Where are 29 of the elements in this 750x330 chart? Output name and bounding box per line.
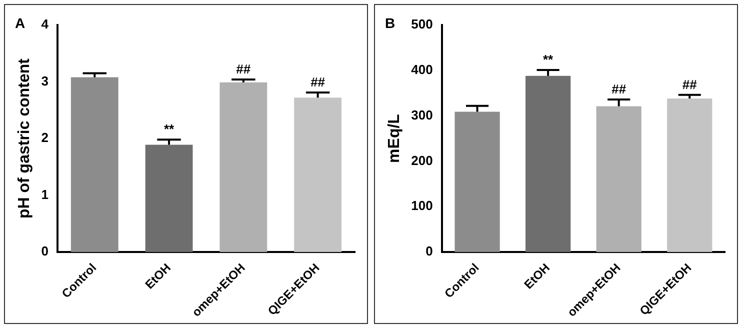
bar	[145, 144, 193, 252]
annotation: **	[164, 122, 176, 137]
y-tick-label: 0	[426, 244, 433, 259]
y-tick-label: 100	[411, 198, 433, 214]
y-tick-label: 3	[41, 73, 48, 88]
y-tick-label: 1	[41, 186, 48, 202]
y-tick-label: 2	[41, 130, 48, 146]
chart-title: A	[15, 14, 26, 31]
annotation: **	[542, 52, 554, 68]
chart-title: B	[385, 14, 396, 31]
bar	[596, 106, 642, 252]
y-tick-label: 300	[411, 107, 433, 122]
y-tick-label: 0	[41, 244, 48, 259]
bar	[667, 98, 712, 252]
bar	[454, 112, 500, 252]
y-axis-title: mEq/L	[386, 114, 404, 163]
y-tick-label: 200	[411, 152, 433, 168]
bar	[70, 77, 118, 252]
bar	[294, 98, 342, 252]
y-tick-label: 500	[411, 16, 433, 32]
annotation: ##	[236, 62, 252, 77]
annotation: ##	[310, 74, 326, 90]
y-axis-title: pH of gastric content	[16, 58, 34, 219]
y-tick-label: 4	[41, 16, 50, 32]
y-tick-label: 400	[411, 62, 433, 77]
bar	[525, 76, 571, 252]
annotation: ##	[682, 77, 698, 92]
annotation: ##	[612, 82, 627, 97]
bar	[220, 82, 268, 252]
